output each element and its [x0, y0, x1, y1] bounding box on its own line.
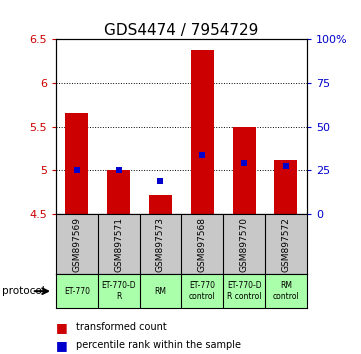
Text: GSM897570: GSM897570 [240, 217, 249, 272]
Text: ET-770-D
R control: ET-770-D R control [227, 281, 261, 301]
Bar [65, 113, 88, 214]
Text: protocol: protocol [2, 286, 44, 296]
Text: GSM897569: GSM897569 [72, 217, 81, 272]
Text: GSM897571: GSM897571 [114, 217, 123, 272]
Text: GSM897568: GSM897568 [198, 217, 207, 272]
Text: percentile rank within the sample: percentile rank within the sample [76, 340, 241, 350]
Bar [274, 160, 297, 214]
Bar [232, 127, 256, 214]
Title: GDS4474 / 7954729: GDS4474 / 7954729 [104, 23, 258, 38]
Text: ■: ■ [56, 321, 68, 334]
Text: GSM897572: GSM897572 [282, 217, 291, 272]
Text: RM: RM [155, 287, 166, 296]
Text: RM
control: RM control [273, 281, 299, 301]
Bar [107, 170, 130, 214]
Bar [191, 50, 214, 214]
Text: GSM897573: GSM897573 [156, 217, 165, 272]
Text: ET-770-D
R: ET-770-D R [101, 281, 136, 301]
Bar [149, 195, 172, 214]
Text: ET-770
control: ET-770 control [189, 281, 216, 301]
Text: ■: ■ [56, 339, 68, 352]
Text: ET-770: ET-770 [64, 287, 90, 296]
Text: transformed count: transformed count [76, 322, 166, 332]
